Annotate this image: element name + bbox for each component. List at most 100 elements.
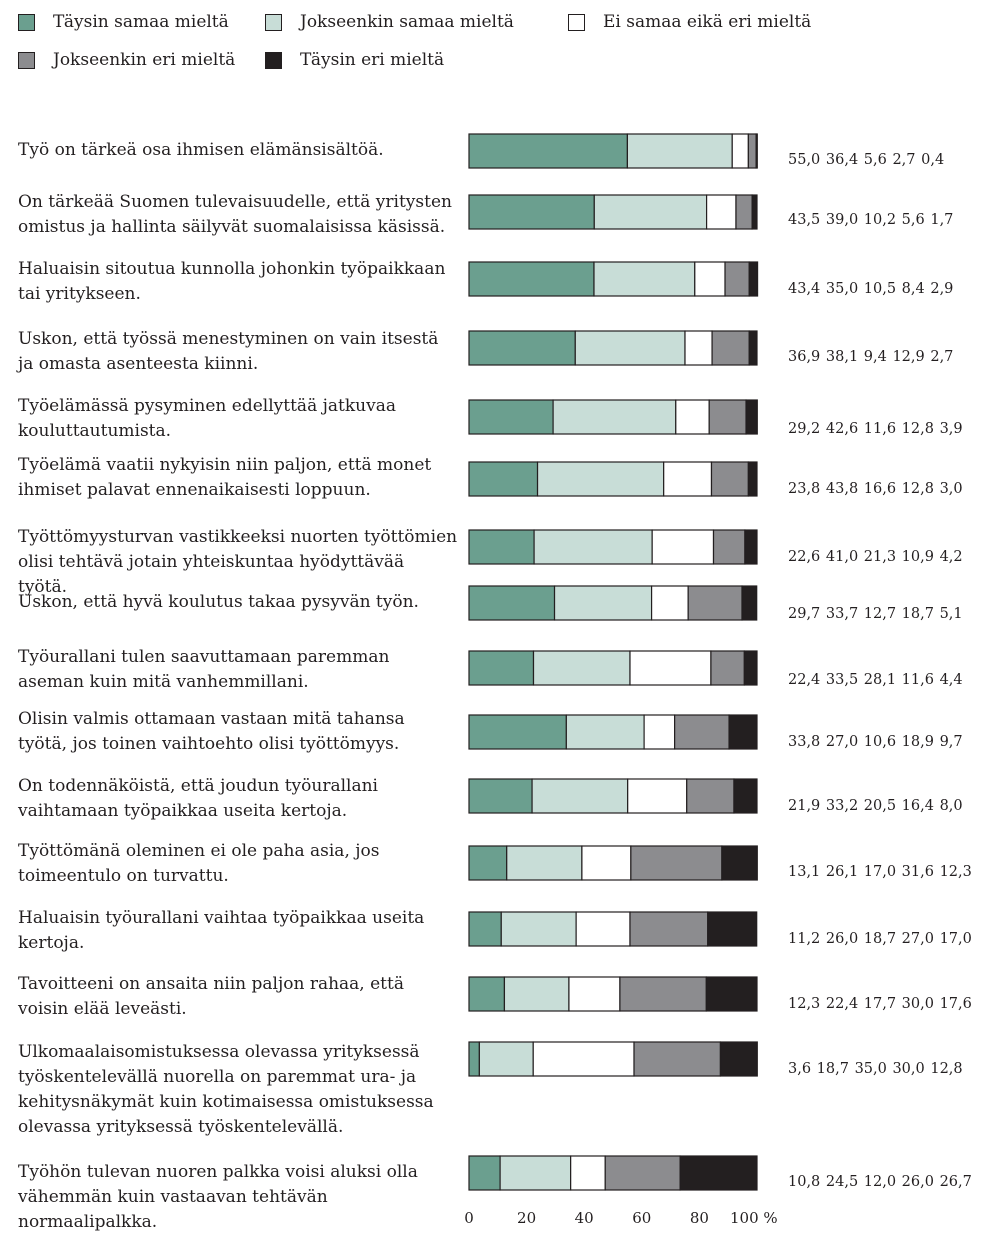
legend-swatch [18,13,35,31]
bar-segment [468,1155,501,1191]
data-label: 11,2 26,0 18,7 27,0 17,0 [788,931,972,947]
legend-label: Jokseenkin eri mieltä [53,50,236,70]
x-tick-label: 20 [517,1209,536,1227]
category-label: Tavoitteeni on ansaita niin paljon rahaa… [18,974,404,1019]
bar-segment [679,1155,758,1191]
legend-swatch [568,13,585,31]
x-tick-label: 60 [632,1209,651,1227]
bar-segment [532,650,631,686]
bar-segment [536,461,665,497]
bar-segment [468,714,567,750]
bar-segment [581,845,632,881]
legend-item: Ei samaa eikä eri mieltä [568,12,811,32]
legend-label: Täysin eri mieltä [300,50,445,70]
bar-segment [643,714,676,750]
bar-segment [593,261,696,297]
bar-segment [553,585,653,621]
bar-segment [574,330,686,366]
bar-segment [532,1041,635,1077]
x-tick-label: 0 [464,1209,474,1227]
bar-segment [687,585,743,621]
data-label: 13,1 26,1 17,0 31,6 12,3 [788,864,972,880]
legend-item: Täysin samaa mieltä [18,12,229,32]
bar-segment [745,399,758,435]
bar-segment [674,714,730,750]
data-label: 21,9 33,2 20,5 16,4 8,0 [788,798,963,814]
data-label: 29,2 42,6 11,6 12,8 3,9 [788,421,963,437]
category-label: Olisin valmis ottamaan vastaan mitä taha… [18,709,405,754]
bar-segment [619,976,707,1012]
category-label: On todennäköistä, että joudun työurallan… [18,776,378,821]
data-label: 23,8 43,8 16,6 12,8 3,0 [788,481,963,497]
legend-swatch [265,13,282,31]
legend-item: Jokseenkin samaa mieltä [265,12,514,32]
bar-segment [728,714,758,750]
bar-segment [468,1041,480,1077]
bar-segment [478,1041,534,1077]
bar-segment [503,976,570,1012]
bar-segment [593,194,708,230]
bar-segment [651,529,715,565]
category-label: Uskon, että työssä menestyminen on vain … [18,329,439,374]
bar-segment [604,1155,681,1191]
bar-segment [650,585,689,621]
bar-segment [468,845,508,881]
bar-segment [468,529,535,565]
bar-segment [568,976,621,1012]
data-label: 3,6 18,7 35,0 30,0 12,8 [788,1061,963,1077]
bar-segment [626,133,733,169]
bar-segment [468,194,595,230]
bar-segment [630,845,723,881]
category-label: Työ on tärkeä osa ihmisen elämänsisältöä… [18,140,384,160]
category-label: Työttömänä oleminen ei ole paha asia, jo… [18,841,380,886]
bar-segment [663,461,713,497]
bar-segment [721,845,758,881]
bar-segment [741,585,758,621]
bar-segment [705,976,758,1012]
bar-segment [468,399,554,435]
bar-segment [731,133,749,169]
bar-segment [735,194,753,230]
bar-segment [744,529,758,565]
bar-segment [675,399,710,435]
bar-segment [499,1155,572,1191]
bar-segment [468,461,539,497]
bar-segment [712,529,746,565]
bar-segment [747,461,758,497]
legend-swatch [265,51,282,69]
bar-segment [748,330,758,366]
bar-segment [468,976,506,1012]
category-label: Työelämä vaatii nykyisin niin paljon, et… [18,455,432,500]
bar-segment [468,261,595,297]
bar-segment [686,778,735,814]
x-tick-label: 40 [575,1209,594,1227]
bar-segment [500,911,577,947]
bar-segment [627,778,688,814]
legend: Täysin samaa mieltä Jokseenkin samaa mie… [18,12,918,82]
bar-segment [747,133,757,169]
bar-segment [719,1041,758,1077]
bar-segment [629,650,712,686]
bar-segment [468,911,502,947]
bar-segment [468,133,628,169]
category-label: Ulkomaalaisomistuksessa olevassa yrityks… [18,1042,434,1137]
bar-segment [533,529,653,565]
bar-segment [710,650,745,686]
bar-segment [705,194,737,230]
bar-segment [570,1155,606,1191]
data-label: 43,5 39,0 10,2 5,6 1,7 [788,212,954,228]
bar-segment [755,133,758,169]
bar-segment [694,261,726,297]
legend-swatch [18,51,35,69]
bar-segment [506,845,583,881]
bar-segment [629,911,709,947]
data-label: 55,0 36,4 5,6 2,7 0,4 [788,152,945,168]
data-label: 33,8 27,0 10,6 18,9 9,7 [788,734,963,750]
data-label: 12,3 22,4 17,7 30,0 17,6 [788,996,972,1012]
category-label: On tärkeää Suomen tulevaisuudelle, että … [18,192,452,237]
data-label: 29,7 33,7 12,7 18,7 5,1 [788,606,963,622]
bar-segment [633,1041,722,1077]
category-label: Työttömyysturvan vastikkeeksi nuorten ty… [18,527,458,597]
bar-segment [468,650,535,686]
bar-segment [468,330,576,366]
